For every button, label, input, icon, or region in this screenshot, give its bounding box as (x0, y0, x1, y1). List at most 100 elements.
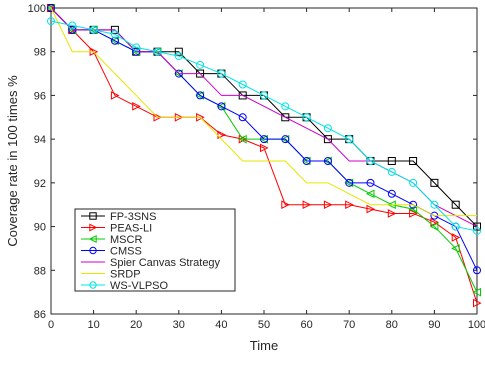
x-tick-label: 0 (48, 319, 54, 331)
marker-circle (132, 43, 141, 52)
marker-circle (89, 281, 97, 289)
marker-circle (217, 69, 226, 78)
marker-circle (430, 200, 439, 209)
axes: 0 10 20 30 40 50 60 70 80 90 100 86 88 90 92 94 96 98 100 (28, 3, 485, 331)
marker-triangle-right (451, 233, 461, 242)
marker-circle (238, 80, 247, 89)
marker-square (387, 157, 396, 165)
marker-square (473, 222, 481, 231)
series-layer (46, 3, 482, 308)
legend-item: CMSS (81, 246, 142, 258)
marker-circle (302, 113, 311, 122)
marker-triangle-right (281, 200, 290, 210)
marker-triangle-right (430, 217, 440, 227)
marker-triangle-right (132, 102, 141, 111)
marker-circle (451, 222, 460, 231)
legend-item: Spier Canvas Strategy (81, 257, 221, 269)
y-axis-title: Coverage rate in 100 times % (5, 75, 20, 247)
marker-circle (47, 4, 55, 12)
marker-triangle-right (323, 200, 333, 210)
y-tick-label: 92 (34, 178, 46, 190)
marker-circle (281, 135, 290, 144)
series-srdp (50, 7, 477, 217)
marker-circle (260, 135, 268, 144)
marker-circle (302, 157, 311, 165)
marker-circle (47, 17, 55, 26)
marker-square (174, 47, 183, 56)
legend-item: MSCR (81, 234, 142, 246)
legend-label: Spier Canvas Strategy (110, 257, 221, 269)
marker-circle (409, 178, 418, 187)
legend-label: FP-3SNS (110, 211, 156, 223)
marker-square (430, 178, 439, 187)
y-tick-label: 86 (34, 309, 46, 321)
marker-triangle-left (451, 244, 460, 253)
marker-circle (260, 91, 268, 100)
legend-item: WS-VLPSO (81, 280, 169, 292)
series-line-cmss (50, 7, 478, 271)
x-axis-title: Time (250, 338, 278, 353)
marker-triangle-left (472, 287, 481, 297)
x-tick-label: 70 (343, 319, 355, 331)
marker-circle (387, 167, 396, 176)
marker-circle (473, 226, 481, 235)
marker-triangle-right (260, 143, 269, 153)
marker-triangle-right (345, 200, 354, 210)
series-line-ws-vlpso (50, 20, 478, 232)
legend-item: SRDP (81, 269, 141, 281)
marker-triangle-right (387, 209, 397, 218)
marker-square (409, 157, 418, 165)
marker-triangle-left (408, 204, 418, 214)
x-tick-label: 80 (386, 319, 398, 331)
marker-circle (366, 178, 375, 187)
marker-triangle-left (365, 189, 375, 199)
y-tick-label: 96 (34, 90, 46, 102)
legend-item: PEAS-LI (81, 223, 152, 235)
series-line-peas-li (50, 7, 478, 304)
x-tick-label: 20 (130, 319, 142, 331)
marker-circle (153, 47, 162, 56)
marker-square (281, 113, 290, 122)
marker-triangle-right (217, 130, 227, 140)
marker-circle (323, 124, 332, 133)
marker-triangle-right (473, 298, 482, 308)
y-tick-label: 88 (34, 265, 46, 277)
marker-triangle-left (429, 222, 439, 231)
marker-square (323, 135, 332, 144)
x-tick-label: 40 (215, 319, 227, 331)
marker-circle (110, 30, 119, 39)
x-tick-label: 90 (428, 319, 440, 331)
x-tick-label: 60 (300, 319, 312, 331)
legend-label: SRDP (110, 269, 141, 281)
marker-triangle-left (88, 234, 97, 244)
marker-circle (281, 102, 290, 111)
marker-circle (473, 266, 481, 275)
y-tick-label: 100 (28, 3, 46, 15)
marker-triangle-right (153, 112, 163, 122)
marker-circle (174, 52, 183, 61)
marker-square (89, 212, 97, 220)
marker-circle (345, 178, 354, 187)
legend-label: MSCR (110, 234, 142, 246)
marker-triangle-right (89, 223, 98, 232)
marker-circle (366, 157, 375, 165)
marker-square (451, 200, 460, 209)
series-line-srdp (50, 7, 477, 217)
x-tick-label: 50 (258, 319, 270, 331)
x-tick-label: 30 (173, 319, 185, 331)
y-tick-label: 90 (34, 222, 46, 234)
marker-circle (345, 135, 354, 144)
marker-circle (196, 60, 205, 69)
legend-item: FP-3SNS (81, 211, 156, 223)
series-ws-vlpso (47, 17, 481, 235)
y-tick-label: 98 (34, 47, 46, 59)
marker-triangle-right (409, 209, 418, 218)
y-tick-label: 94 (34, 134, 46, 146)
marker-circle (323, 157, 332, 165)
marker-circle (196, 91, 205, 100)
x-tick-label: 100 (468, 319, 485, 331)
x-tick-label: 10 (87, 319, 99, 331)
marker-triangle-left (238, 134, 247, 144)
